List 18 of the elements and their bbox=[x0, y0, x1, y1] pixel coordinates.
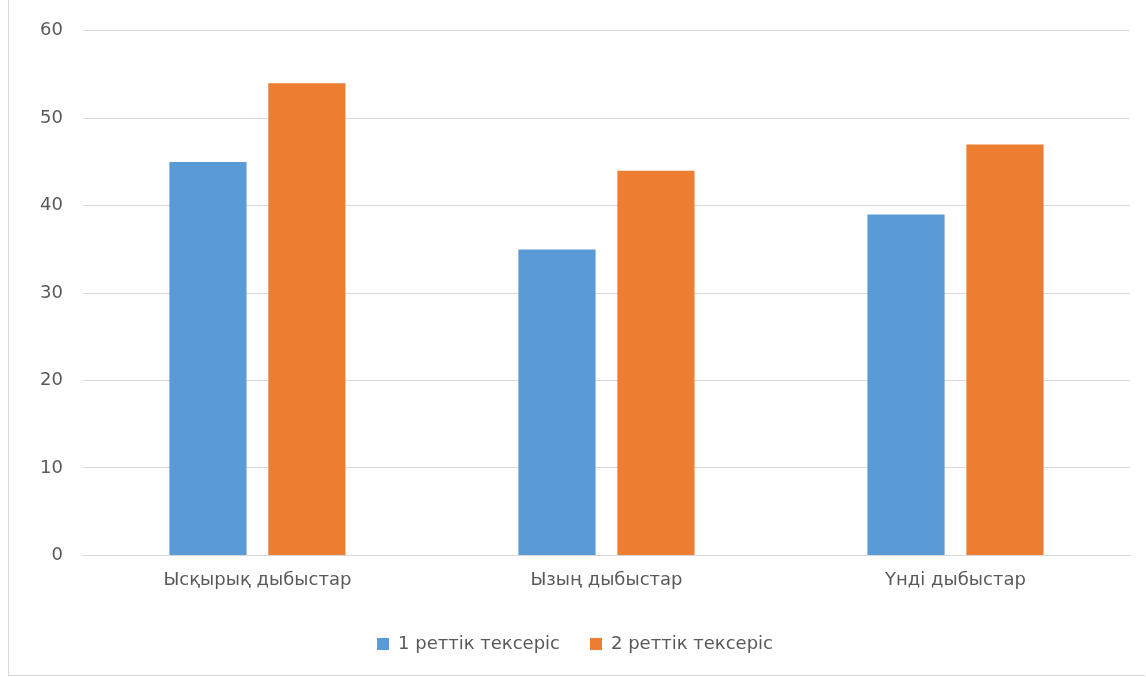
x-tick-label: Үнді дыбыстар bbox=[884, 567, 1026, 589]
x-tick-label: Ызың дыбыстар bbox=[530, 567, 683, 589]
legend-label: 2 реттік тексеріс bbox=[611, 631, 773, 653]
bar bbox=[169, 161, 247, 555]
y-tick-label: 50 bbox=[40, 105, 63, 127]
legend-label: 1 реттік тексеріс bbox=[398, 631, 560, 653]
y-tick-label: 10 bbox=[40, 455, 63, 477]
bar bbox=[617, 170, 695, 555]
y-tick-label: 40 bbox=[40, 193, 63, 215]
bar bbox=[966, 144, 1044, 555]
y-tick-label: 0 bbox=[51, 543, 63, 565]
bar bbox=[867, 214, 945, 555]
y-tick-label: 30 bbox=[40, 280, 63, 302]
x-tick-label: Ысқырық дыбыстар bbox=[163, 567, 352, 589]
bar bbox=[268, 83, 346, 555]
y-tick-label: 60 bbox=[40, 18, 63, 40]
y-tick-label: 20 bbox=[40, 368, 63, 390]
bar bbox=[518, 249, 596, 555]
